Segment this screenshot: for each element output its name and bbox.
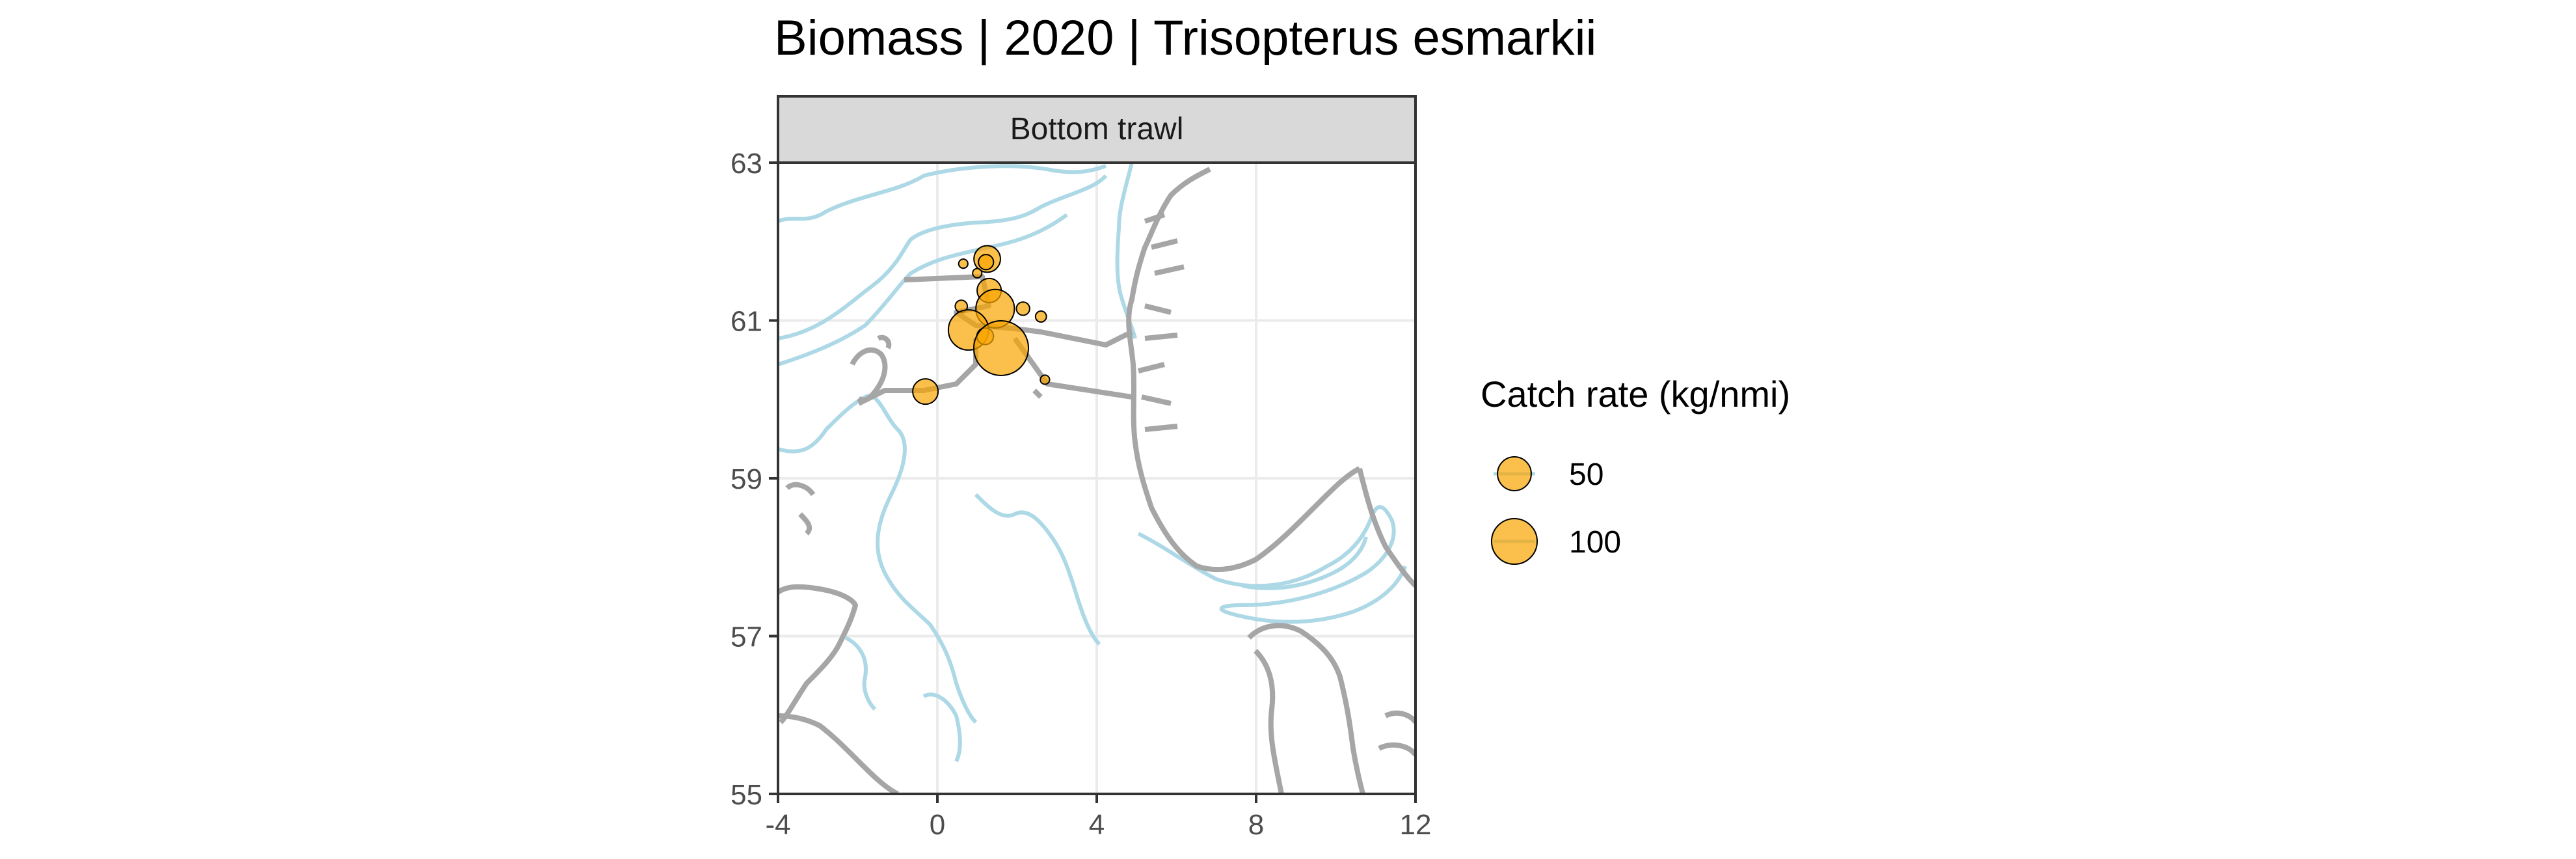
- chart-title: Biomass | 2020 | Trisopterus esmarkii: [774, 10, 1596, 66]
- catch-points: [912, 245, 1051, 405]
- coastline: [778, 167, 1415, 794]
- catch-point: [912, 378, 939, 405]
- catch-point: [958, 258, 969, 269]
- x-tick-label: 4: [1089, 809, 1105, 841]
- x-axis: -4 0 4 8 12: [765, 794, 1431, 841]
- y-tick-label: 57: [731, 621, 762, 653]
- orkney-islands: [785, 482, 816, 536]
- depth-contour-skagerrak-outer: [1137, 505, 1407, 624]
- depth-contour-shelf-west: [778, 174, 1108, 340]
- legend-label-100: 100: [1569, 525, 1621, 560]
- x-tick-label: 0: [930, 809, 945, 841]
- catch-point: [972, 267, 983, 279]
- legend-label-50: 50: [1569, 457, 1603, 492]
- legend-point-100: [1490, 517, 1538, 566]
- depth-contour-central: [974, 493, 1101, 646]
- legend-point-50: [1497, 456, 1532, 491]
- denmark-coast: [1247, 623, 1365, 794]
- jutland-west: [1254, 649, 1284, 794]
- depth-contour-skagerrak-inner: [1242, 536, 1368, 590]
- catch-point: [1040, 374, 1051, 385]
- depth-contour-south-1: [922, 692, 962, 763]
- catch-point: [1015, 301, 1030, 316]
- map-layers: [778, 163, 1415, 794]
- legend-key-100: 100: [1490, 517, 1621, 566]
- depth-contour-shelf-inner: [778, 213, 1068, 366]
- facet-strip: [777, 95, 1417, 164]
- catch-point: [1034, 310, 1047, 323]
- facet-strip-label: Bottom trawl: [1010, 112, 1184, 146]
- norway-fjords: [1138, 212, 1185, 432]
- scotland-east: [778, 713, 899, 794]
- x-tick-label: 12: [1400, 809, 1432, 841]
- legend-key-50: 50: [1494, 456, 1603, 492]
- sweden-coast: [1357, 468, 1415, 588]
- legend-title: Catch rate (kg/nmi): [1481, 374, 1790, 415]
- depth-contour-outer: [778, 164, 1107, 223]
- norway-coast: [1126, 167, 1361, 573]
- depth-contour-plateau: [778, 394, 978, 724]
- catch-point: [973, 320, 1029, 376]
- catch-point: [978, 254, 995, 271]
- depth-contours: [778, 163, 1407, 763]
- y-tick-label: 63: [731, 148, 762, 180]
- x-tick-label: -4: [765, 809, 790, 841]
- scotland-coast: [778, 584, 858, 724]
- depth-contour-south-2: [844, 636, 877, 711]
- x-tick-label: 8: [1248, 809, 1264, 841]
- legend: Catch rate (kg/nmi) 50 100: [1481, 374, 1790, 566]
- y-tick-label: 61: [731, 306, 762, 338]
- y-tick-label: 55: [731, 779, 762, 811]
- y-axis: 55 57 59 61 63: [731, 148, 778, 811]
- y-tick-label: 59: [731, 463, 762, 495]
